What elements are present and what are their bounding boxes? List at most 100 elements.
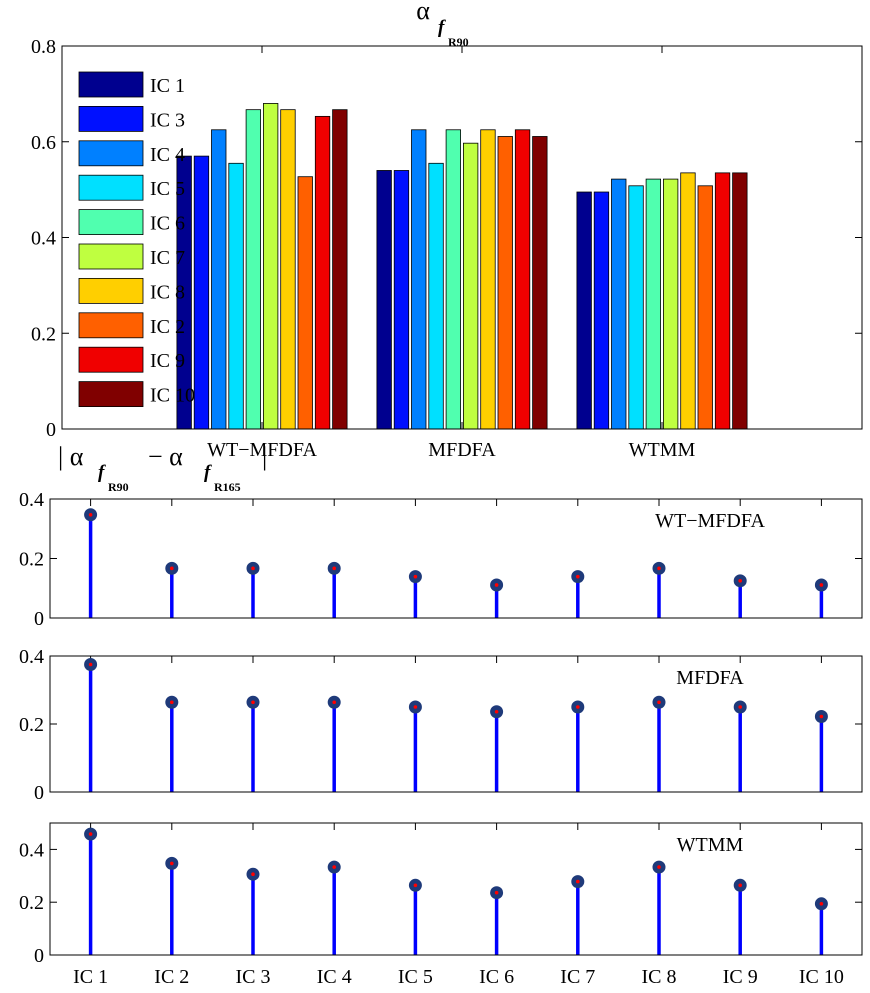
legend-label: IC 7: [150, 247, 185, 269]
stem-ylabel-sub2: f: [204, 462, 212, 483]
legend-label: IC 3: [150, 109, 185, 131]
legend-label: IC 4: [150, 144, 185, 166]
stem-marker-dot: [332, 700, 337, 705]
bar-series: [176, 103, 748, 430]
stem-ytick-label: 0: [34, 945, 44, 967]
stem-xtick-label: IC 4: [317, 966, 352, 988]
stem-panel: 0 0.2 0.4 MFDFA: [19, 646, 863, 804]
stem-marker-dot: [251, 700, 255, 705]
stem-marker-dot: [657, 865, 661, 869]
bar-ytick-label: 0.8: [31, 36, 56, 58]
stem-marker-dot: [413, 705, 418, 709]
stem-marker-dot: [170, 700, 174, 705]
stem-xtick-label: IC 8: [642, 966, 677, 988]
bar-xtick-label: WT−MFDFA: [207, 439, 317, 461]
stem-marker-dot: [738, 883, 742, 888]
legend-label: IC 6: [150, 213, 185, 235]
bar-chart-title: α: [416, 0, 430, 25]
bar: [593, 191, 610, 430]
bar-ytick-label: 0: [46, 419, 56, 441]
bar: [211, 129, 227, 430]
bar: [514, 129, 531, 430]
stem-ylabel: | α f R90 − α f R165 |: [58, 442, 267, 494]
bar-chart: α f R90 00.20.40.60.8 WT−MFDFA MFDFA WTMM …: [31, 0, 863, 461]
stem-ytick-label: 0: [34, 608, 44, 630]
legend-swatch: [78, 174, 144, 201]
bar: [680, 172, 696, 430]
bar: [576, 191, 592, 430]
stem-panel-label: WTMM: [677, 834, 744, 856]
stem-marker-dot: [413, 574, 418, 579]
stem-panel-label: WT−MFDFA: [655, 510, 765, 532]
stem-ylabel-prefix: | α: [58, 442, 84, 471]
bar-xtick-label: WTMM: [629, 439, 696, 461]
stem-marker-dot: [88, 832, 93, 836]
legend-swatch: [78, 312, 144, 339]
bar-x-axis: WT−MFDFA MFDFA WTMM: [207, 46, 696, 461]
stem-xtick-label: IC 7: [560, 966, 595, 988]
bar: [697, 185, 713, 430]
stem-ylabel-minus: − α: [148, 442, 183, 471]
stem-xtick-label: IC 3: [236, 966, 271, 988]
stem-marker-dot: [494, 709, 499, 714]
bar: [497, 136, 513, 430]
stem-marker-dot: [738, 705, 742, 709]
legend-label: IC 8: [150, 281, 185, 303]
stem-ytick-label: 0.2: [19, 549, 44, 571]
bar: [663, 178, 679, 430]
bar: [532, 136, 548, 430]
legend-swatch: [78, 140, 144, 167]
stem-ylabel-suffix: |: [262, 442, 267, 471]
stem-panel: 0 0.2 0.4 WT−MFDFA: [19, 489, 863, 630]
legend-swatch: [78, 243, 144, 270]
legend-label: IC 10: [150, 385, 195, 407]
stem-marker-dot: [819, 714, 824, 719]
stem-xtick-label: IC 5: [398, 966, 433, 988]
bar: [714, 172, 731, 430]
stem-xtick-label: IC 1: [73, 966, 108, 988]
stem-marker-dot: [332, 865, 337, 869]
bar: [228, 162, 244, 430]
bar: [462, 142, 479, 430]
stem-marker-dot: [657, 566, 661, 571]
bar: [393, 170, 410, 430]
legend-swatch: [78, 381, 144, 408]
bar: [314, 115, 331, 430]
stem-ytick-label: 0.4: [19, 839, 44, 861]
stem-ytick-label: 0.4: [19, 489, 44, 511]
stem-marker-dot: [576, 705, 580, 709]
bar: [628, 185, 644, 430]
stem-xtick-label: IC 6: [479, 966, 514, 988]
stem-marker-dot: [88, 512, 93, 517]
stem-ytick-label: 0: [34, 782, 44, 804]
stem-marker-dot: [170, 566, 174, 571]
stem-ylabel-sub1: f: [98, 462, 106, 483]
bar: [193, 155, 210, 430]
stem-marker-dot: [494, 583, 499, 587]
legend-label: IC 1: [150, 75, 185, 97]
stem-marker-dot: [819, 901, 824, 906]
bar-plot-frame: [61, 45, 863, 430]
stem-ytick-label: 0.2: [19, 892, 44, 914]
bar-xtick-label: MFDFA: [428, 439, 496, 461]
bar-ytick-label: 0.6: [31, 132, 56, 154]
stem-marker-dot: [819, 583, 824, 587]
bar-chart-title-subsub: R90: [448, 35, 469, 49]
legend-label: IC 2: [150, 316, 185, 338]
stem-xtick-label: IC 10: [799, 966, 844, 988]
stem-xtick-label: IC 2: [154, 966, 189, 988]
bar: [480, 129, 496, 430]
stem-marker-dot: [576, 574, 580, 579]
bar: [297, 176, 313, 430]
stem-panels: 0 0.2 0.4 WT−MFDFA 0 0.2 0.4 MFDFA 0 0.2 0.4 IC 1 IC…: [19, 489, 863, 988]
stem-ytick-label: 0.2: [19, 714, 44, 736]
stem-marker-dot: [251, 566, 255, 571]
bar: [611, 178, 627, 430]
legend-swatch: [78, 71, 144, 98]
bar: [376, 170, 392, 430]
stem-marker-dot: [332, 566, 337, 571]
stem-marker-dot: [251, 872, 255, 877]
stem-plot-frame: [49, 498, 863, 619]
legend: IC 1 IC 3 IC 4 IC 5 IC 6 IC 7 IC 8 IC 2 IC 9 IC 1…: [78, 71, 195, 408]
